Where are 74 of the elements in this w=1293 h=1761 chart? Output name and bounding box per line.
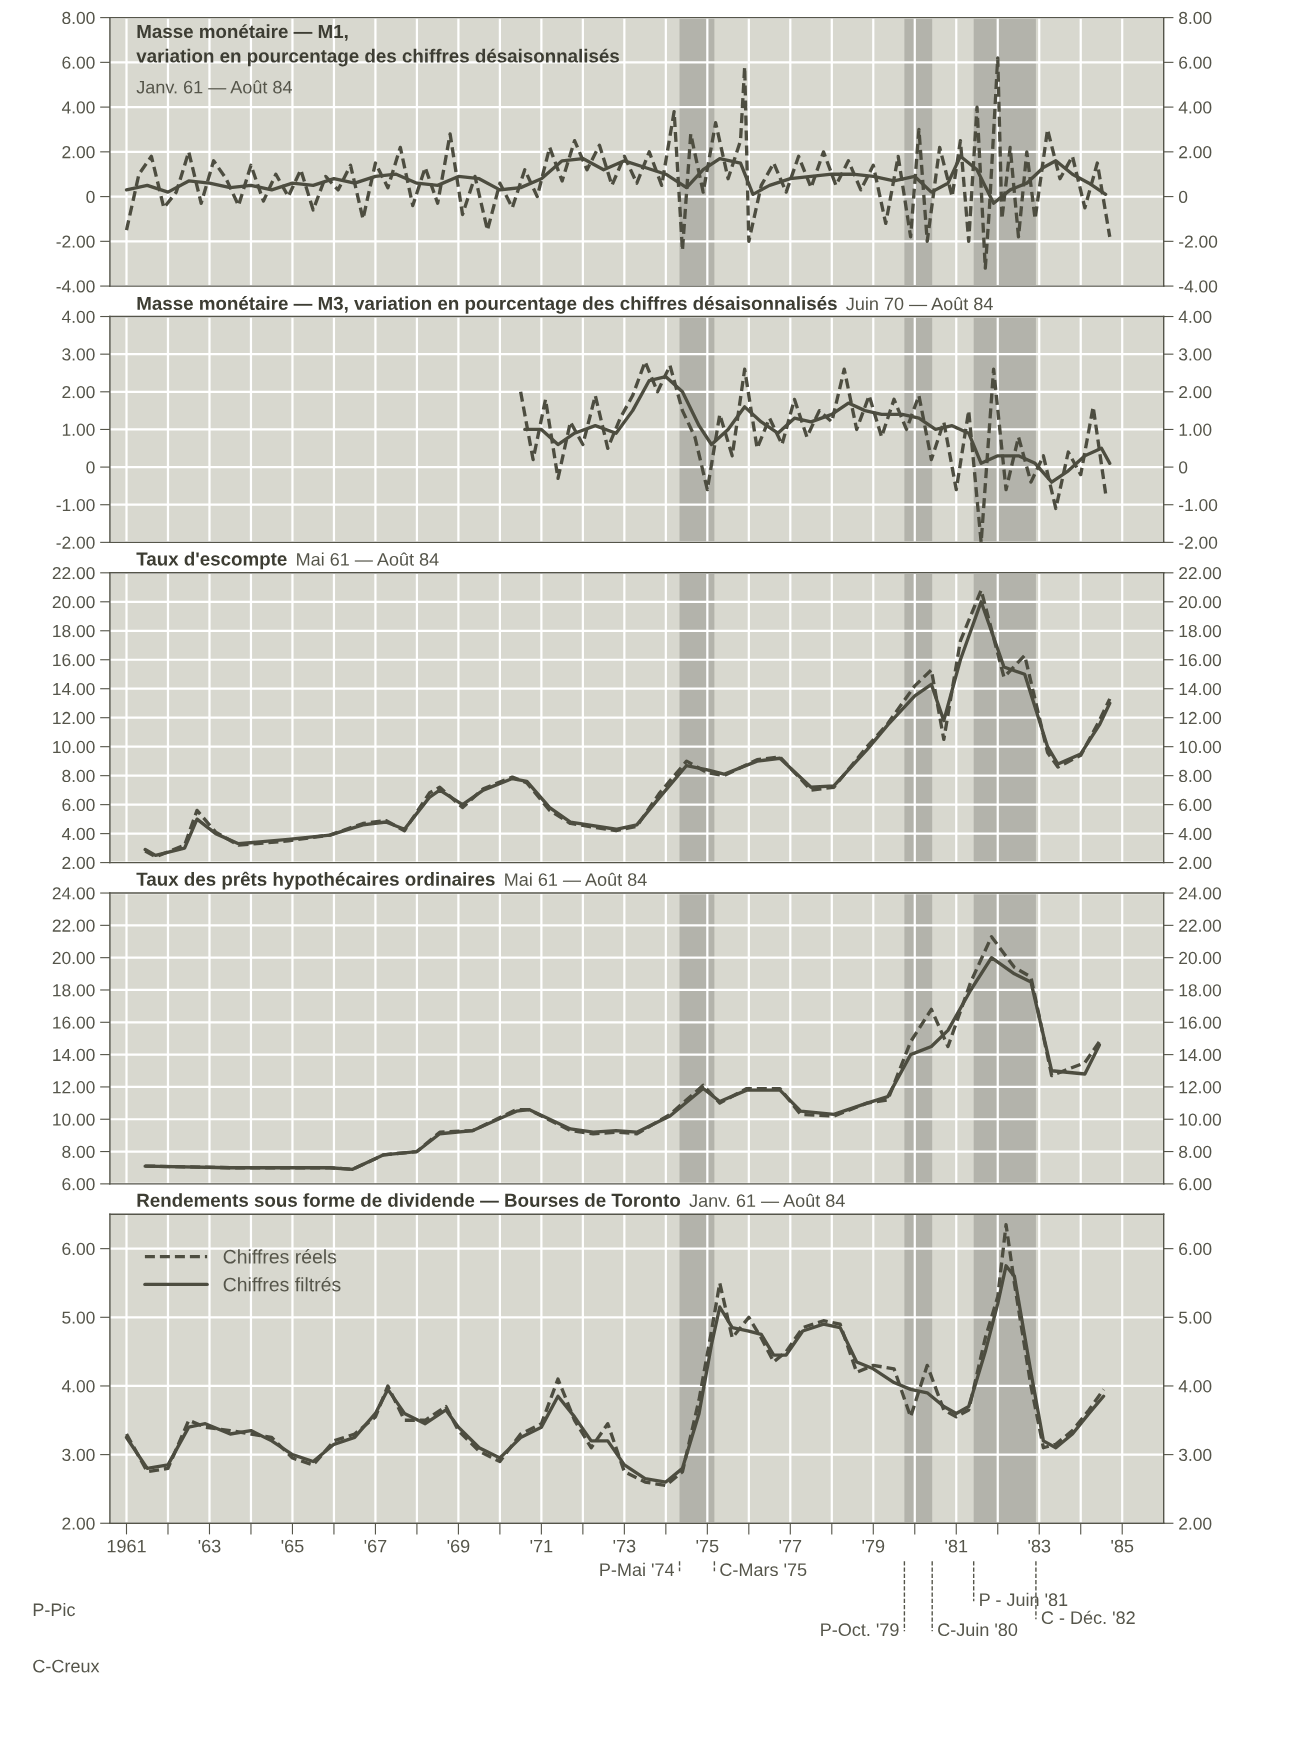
- chart-subtitle: Janv. 61 — Août 84: [689, 1193, 845, 1208]
- chart-title: Rendements sous forme de dividende — Bourses de Toronto: [137, 1193, 681, 1207]
- y-tick-label: 6.00: [1179, 1242, 1212, 1256]
- text: C-Creux: [33, 1659, 100, 1673]
- x-tick-label: '73: [613, 1539, 636, 1553]
- y-tick-label: 0: [1178, 461, 1188, 474]
- legend-label: Chiffres filtrés: [223, 1276, 341, 1292]
- y-tick-label: 24.00: [52, 887, 95, 900]
- chart-title: Masse monétaire — M3, variation en pourcentage des chiffres désaisonnalisés: [137, 296, 837, 314]
- y-tick-label: 18.00: [1179, 624, 1222, 638]
- y-tick-label: 0: [1178, 190, 1188, 204]
- x-tick-label: '65: [281, 1539, 304, 1553]
- y-tick-label: 18.00: [53, 984, 95, 997]
- y-tick-label: 10.00: [1179, 740, 1222, 754]
- y-tick-label: 10.00: [53, 1113, 95, 1126]
- y-tick-label: 14.00: [53, 1048, 95, 1062]
- y-tick-label: 6.00: [1179, 56, 1212, 69]
- y-tick-label: 2.00: [1179, 1517, 1212, 1530]
- chart-subtitle: Mai 61 — Août 84: [505, 872, 647, 886]
- y-tick-label: 4.00: [1178, 101, 1212, 114]
- y-tick-label: 2.00: [1179, 856, 1212, 870]
- y-tick-label: 8.00: [62, 1145, 95, 1159]
- legend-label: Chiffres réels: [223, 1249, 337, 1264]
- y-tick-label: 4.00: [1178, 1380, 1212, 1393]
- y-tick-label: 20.00: [1179, 595, 1222, 609]
- x-tick-label: 1961: [107, 1539, 146, 1553]
- y-tick-label: 2.00: [1179, 146, 1212, 159]
- x-tick-label: '83: [1028, 1539, 1051, 1553]
- y-tick-label: 4.00: [1178, 827, 1212, 841]
- x-tick-label: '69: [447, 1539, 470, 1553]
- y-tick-label: 22.00: [1179, 566, 1222, 580]
- y-tick-label: 12.00: [53, 1081, 95, 1094]
- y-tick-label: 1.00: [1179, 423, 1212, 436]
- ref-line-label: C-Juin '80: [938, 1622, 1018, 1637]
- ref-line-label: P-Oct. '79: [821, 1623, 899, 1637]
- x-tick-label: '81: [945, 1539, 968, 1553]
- y-tick-label: 12.00: [1179, 711, 1222, 725]
- y-tick-label: 3.00: [1178, 1448, 1212, 1462]
- y-tick-label: -2.00: [1179, 536, 1218, 549]
- y-tick-label: 16.00: [53, 1016, 95, 1029]
- text: P-Pic: [33, 1602, 75, 1617]
- y-tick-label: -1.00: [1179, 498, 1218, 512]
- y-tick-label: 6.00: [62, 1178, 95, 1191]
- y-tick-label: 4.00: [1178, 310, 1212, 323]
- y-tick-label: 22.00: [52, 919, 95, 932]
- y-tick-label: 3.00: [1178, 348, 1212, 361]
- chart-title: Taux des prêts hypothécaires ordinaires: [136, 871, 495, 890]
- text: Masse monétaire — M1, variation en pourcentage des chiffres désaisonnalisés: [136, 24, 619, 67]
- y-tick-label: 6.00: [1179, 798, 1212, 812]
- y-tick-label: 5.00: [1178, 1311, 1212, 1324]
- ref-line-label: P-Mai '74: [600, 1562, 675, 1577]
- y-tick-label: 16.00: [1179, 653, 1222, 667]
- x-tick-label: '67: [364, 1539, 387, 1553]
- ref-line-label: C - Déc. '82: [1041, 1610, 1135, 1625]
- x-tick-label: '63: [198, 1539, 221, 1553]
- ref-line-label: C-Mars '75: [720, 1563, 807, 1577]
- x-tick-label: '77: [779, 1539, 802, 1553]
- x-tick-label: '75: [696, 1539, 719, 1553]
- y-tick-label: 8.00: [1179, 11, 1212, 25]
- y-tick-label: -2.00: [1179, 235, 1218, 248]
- y-tick-label: 8.00: [1179, 769, 1212, 783]
- text: Janv. 61 — Août 84: [136, 80, 292, 94]
- y-tick-label: 14.00: [1179, 682, 1222, 696]
- line-series: [124, 1222, 1106, 1488]
- chart-subtitle: Juin 70 — Août 84: [846, 296, 993, 311]
- x-tick-label: '79: [862, 1539, 885, 1553]
- y-tick-label: 2.00: [1179, 385, 1212, 399]
- x-tick-label: '85: [1111, 1539, 1134, 1553]
- y-tick-label: 20.00: [52, 951, 95, 965]
- ref-line-label: P - Juin '81: [980, 1592, 1068, 1607]
- y-tick-label: -4.00: [1179, 280, 1218, 293]
- chart-title: Taux d'escompte: [136, 551, 287, 570]
- chart-subtitle: Mai 61 — Août 84: [297, 552, 439, 566]
- x-tick-label: '71: [530, 1539, 553, 1553]
